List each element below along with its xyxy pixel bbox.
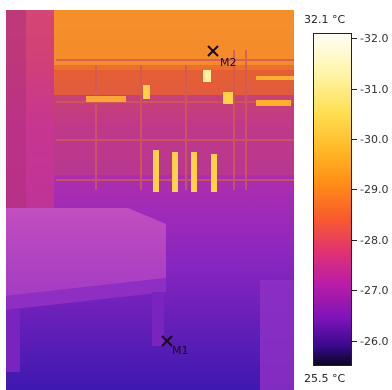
scale-tick-label: -26.0: [360, 334, 389, 348]
hot-spots: [86, 70, 294, 192]
temperature-scale: 32.1 °C -32.0 -31.0 -30.0 -29.0 -28.0 -27.0 -2…: [300, 0, 392, 390]
scale-tick-label: -27.0: [360, 284, 389, 298]
scale-tick-mark: [352, 290, 357, 292]
scale-tick-label: -28.0: [360, 233, 389, 247]
scale-tick: -31.0: [352, 82, 392, 96]
marker-m2: M2: [207, 45, 237, 69]
scale-min-label: 25.5 °C: [304, 372, 346, 385]
thermal-image: M2 M1: [6, 10, 294, 390]
scale-tick: -32.0: [352, 32, 392, 46]
marker-m2-label: M2: [220, 56, 237, 69]
scale-tick-mark: [352, 239, 357, 241]
scale-tick-label: -31.0: [360, 82, 389, 96]
table: [6, 208, 166, 372]
marker-m1: M1: [161, 335, 189, 357]
scale-tick-mark: [352, 340, 357, 342]
scale-tick-mark: [352, 189, 357, 191]
colorbar: [313, 33, 352, 366]
scale-tick-label: -29.0: [360, 183, 389, 197]
scale-tick-mark: [352, 38, 357, 40]
scale-tick: -28.0: [352, 233, 392, 247]
scale-tick-label: -32.0: [360, 32, 389, 46]
scale-tick: -27.0: [352, 284, 392, 298]
scale-tick-mark: [352, 88, 357, 90]
marker-m1-label: M1: [172, 344, 189, 357]
chair: [260, 280, 294, 390]
scale-tick: -26.0: [352, 334, 392, 348]
scale-tick-mark: [352, 138, 357, 140]
scale-max-label: 32.1 °C: [304, 13, 346, 26]
scale-tick-label: -30.0: [360, 132, 389, 146]
scale-tick: -30.0: [352, 132, 392, 146]
scale-tick: -29.0: [352, 183, 392, 197]
